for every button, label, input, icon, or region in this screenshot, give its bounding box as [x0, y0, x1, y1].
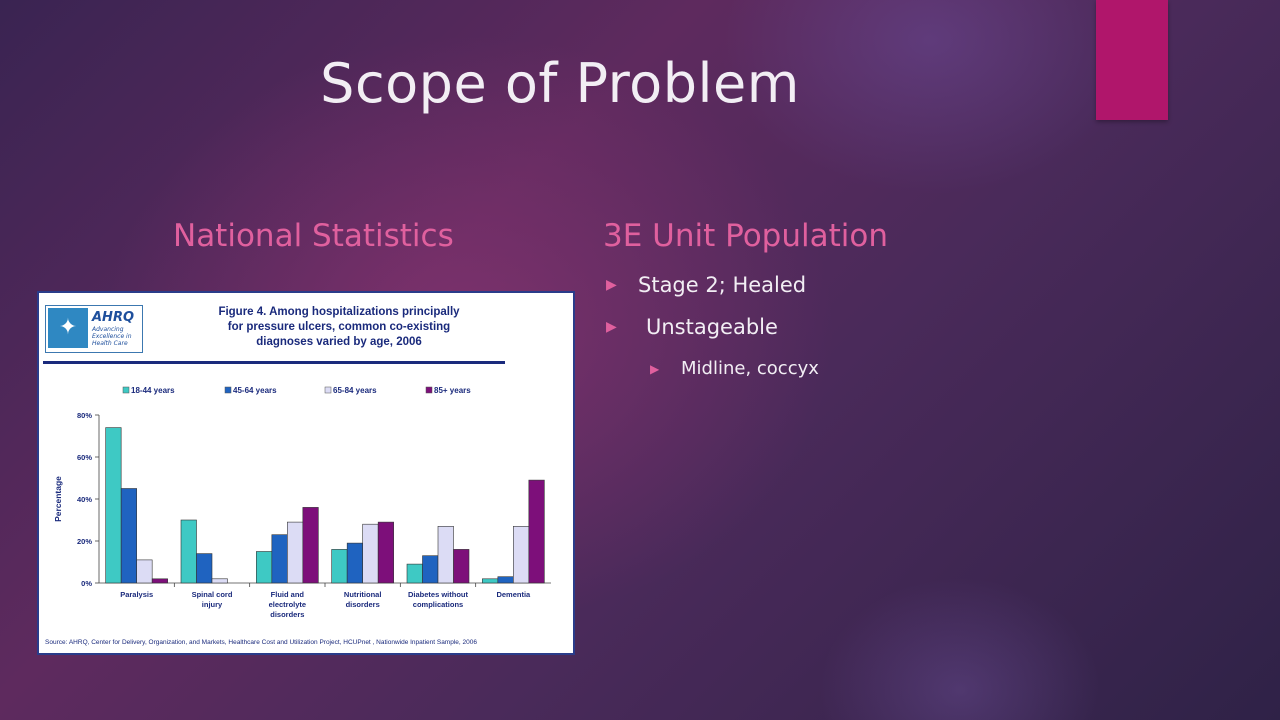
ahrq-figure: ✦ AHRQ Advancing Excellence in Health Ca…	[37, 291, 575, 655]
bar	[362, 523, 379, 584]
bar	[180, 519, 197, 584]
bullet-text: Stage 2; Healed	[638, 273, 807, 297]
legend-swatch	[224, 386, 232, 394]
legend-label: 45-64 years	[233, 386, 277, 395]
ahrq-logo-tagline: Advancing Excellence in Health Care	[92, 326, 132, 347]
figure-title-line: Figure 4. Among hospitalizations princip…	[218, 306, 460, 318]
national-statistics-heading: National Statistics	[173, 218, 454, 254]
category-label: disorders	[346, 600, 380, 609]
category-label: disorders	[270, 610, 304, 619]
legend-swatch	[425, 386, 433, 394]
bar	[422, 555, 439, 584]
legend-label: 65-84 years	[333, 386, 377, 395]
bar	[271, 534, 288, 584]
bar	[497, 576, 514, 584]
bar	[136, 559, 153, 584]
legend-label: 85+ years	[434, 386, 471, 395]
sub-bullet-item: ▶ Midline, coccyx	[606, 352, 1206, 394]
bar	[528, 479, 545, 584]
category-label: Nutritional	[344, 590, 382, 599]
y-axis-label: Percentage	[53, 476, 63, 522]
category-label: electrolyte	[269, 600, 307, 609]
y-tick-label: 0%	[81, 579, 92, 588]
category-label: Paralysis	[120, 590, 153, 599]
bar	[331, 549, 348, 584]
bar	[256, 551, 273, 584]
category-label: Fluid and	[271, 590, 305, 599]
bullet-list: ▶ Stage 2; Healed ▶ Unstageable ▶ Midlin…	[606, 268, 1206, 394]
category-label: injury	[202, 600, 223, 609]
category-label: Spinal cord	[192, 590, 233, 599]
bar	[377, 521, 394, 584]
bar	[287, 521, 304, 584]
bullet-arrow-icon: ▶	[606, 277, 617, 293]
bullet-text: Midline, coccyx	[681, 358, 819, 379]
bar-chart: 18-44 years 45-64 years 65-84 years 85+ yea…	[53, 386, 551, 619]
bar	[120, 488, 137, 584]
bar	[406, 563, 423, 584]
figure-title-line: diagnoses varied by age, 2006	[256, 336, 422, 348]
legend-swatch	[122, 386, 130, 394]
figure-divider	[43, 361, 505, 364]
category-label: Diabetes without	[408, 590, 469, 599]
bar	[482, 578, 499, 584]
figure-title-line: for pressure ulcers, common co-existing	[227, 321, 451, 333]
y-tick-label: 60%	[77, 453, 92, 462]
bar	[105, 427, 122, 584]
category-label: complications	[413, 600, 463, 609]
bar	[453, 549, 470, 584]
ahrq-logo: ✦ AHRQ Advancing Excellence in Health Ca…	[45, 305, 143, 353]
bar	[302, 507, 319, 584]
hhs-eagle-icon: ✦	[48, 308, 88, 348]
bar	[211, 578, 228, 584]
category-label: Dementia	[496, 590, 531, 599]
slide-title: Scope of Problem	[320, 52, 800, 115]
bullet-arrow-icon: ▶	[606, 319, 617, 335]
bullet-item: ▶ Stage 2; Healed	[606, 268, 1206, 310]
bar	[151, 578, 168, 584]
y-tick-label: 20%	[77, 537, 92, 546]
figure-title: Figure 4. Among hospitalizations princip…	[169, 305, 509, 350]
accent-bar	[1096, 0, 1168, 120]
figure-source: Source: AHRQ, Center for Delivery, Organ…	[45, 639, 477, 646]
bar	[513, 526, 530, 584]
ahrq-logo-text: AHRQ	[92, 310, 135, 325]
y-tick-label: 40%	[77, 495, 92, 504]
y-tick-label: 80%	[77, 411, 92, 420]
bullet-text: Unstageable	[646, 315, 778, 339]
unit-population-heading: 3E Unit Population	[603, 218, 888, 254]
bar	[196, 553, 213, 584]
bar	[437, 526, 454, 584]
bar	[346, 542, 363, 584]
legend-swatch	[324, 386, 332, 394]
legend-label: 18-44 years	[131, 386, 175, 395]
bullet-arrow-icon: ▶	[650, 362, 660, 376]
bullet-item: ▶ Unstageable	[606, 310, 1206, 352]
